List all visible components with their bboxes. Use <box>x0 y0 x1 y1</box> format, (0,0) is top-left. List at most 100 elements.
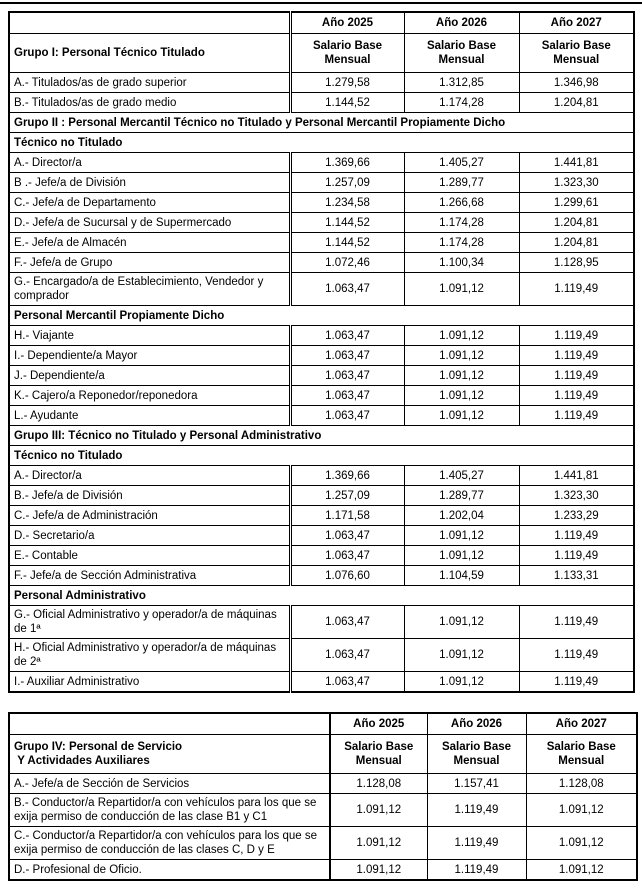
salary-value-cell: 1.063,47 <box>288 525 405 547</box>
table-row: D.- Jefe/a de Sucursal y de Supermercado… <box>8 212 635 234</box>
table-row: F.- Jefe/a de Grupo 1.072,46 1.100,34 1.128… <box>8 252 635 274</box>
salary-value-cell: 1.076,60 <box>288 565 405 587</box>
year-header-cell: Año 2025 <box>288 11 405 34</box>
table-row: B.- Titulados/as de grado medio 1.144,52 1… <box>8 92 635 114</box>
salary-value-cell: 1.204,81 <box>518 212 635 234</box>
row-label-cell: I.- Auxiliar Administrativo <box>8 671 291 693</box>
row-label-cell: C.- Conductor/a Repartidor/a con vehícul… <box>8 826 331 861</box>
year-header-row: Año 2025 Año 2026 Año 2027 <box>8 11 635 34</box>
salary-value-cell: 1.119,49 <box>518 638 635 673</box>
salary-value-cell: 1.257,09 <box>288 172 405 194</box>
salary-value-cell: 1.091,12 <box>403 272 520 307</box>
salary-value-cell: 1.204,81 <box>518 232 635 254</box>
salary-value-cell: 1.234,58 <box>288 192 405 214</box>
salary-value-cell: 1.063,47 <box>288 638 405 673</box>
salary-value-cell: 1.063,47 <box>288 545 405 567</box>
salary-base-header-cell: Salario Base Mensual <box>518 32 635 74</box>
salary-value-cell: 1.312,85 <box>403 72 520 94</box>
table-row: G.- Oficial Administrativo y operador/a … <box>8 605 635 640</box>
row-label-cell: B.- Conductor/a Repartidor/a con vehícul… <box>8 793 331 828</box>
salary-table-grupos-1-3: Año 2025 Año 2026 Año 2027 Grupo I: Persona… <box>8 11 635 694</box>
salary-value-cell: 1.257,09 <box>288 485 405 507</box>
row-label-cell: A.- Jefe/a de Sección de Servicios <box>8 773 331 795</box>
salary-base-header-cell: Salario Base Mensual <box>525 733 638 775</box>
salary-value-cell: 1.104,59 <box>403 565 520 587</box>
table-row: L.- Ayudante 1.063,47 1.091,12 1.119,49 <box>8 405 635 427</box>
table-row: E.- Jefe/a de Almacén 1.144,52 1.174,28 1.2… <box>8 232 635 254</box>
table-row: I.- Auxiliar Administrativo 1.063,47 1.091… <box>8 671 635 693</box>
salary-base-header-cell: Salario Base Mensual <box>426 733 527 775</box>
row-label-cell: L.- Ayudante <box>8 405 291 427</box>
salary-value-cell: 1.119,49 <box>518 545 635 567</box>
salary-value-cell: 1.063,47 <box>288 405 405 427</box>
year-header-cell: Año 2027 <box>525 712 638 735</box>
row-label-cell: C.- Jefe/a de Administración <box>8 505 291 527</box>
salary-value-cell: 1.072,46 <box>288 252 405 274</box>
salary-value-cell: 1.063,47 <box>288 385 405 407</box>
salary-value-cell: 1.063,47 <box>288 345 405 367</box>
year-header-row: Año 2025 Año 2026 Año 2027 <box>8 712 638 735</box>
row-label-cell: B.- Titulados/as de grado medio <box>8 92 291 114</box>
salary-value-cell: 1.369,66 <box>288 152 405 174</box>
salary-value-cell: 1.119,49 <box>518 345 635 367</box>
salary-value-cell: 1.119,49 <box>518 385 635 407</box>
salary-table-grupo-4-body: Año 2025 Año 2026 Año 2027 Grupo IV: Person… <box>8 712 638 881</box>
corner-empty-cell <box>8 11 291 34</box>
year-header-cell: Año 2025 <box>329 712 428 735</box>
table-row: K.- Cajero/a Reponedor/reponedora 1.063,4… <box>8 385 635 407</box>
section-header-cell: Técnico no Titulado <box>8 445 635 467</box>
table-row: E.- Contable 1.063,47 1.091,12 1.119,49 <box>8 545 635 567</box>
year-header-cell: Año 2026 <box>403 11 520 34</box>
salary-value-cell: 1.266,68 <box>403 192 520 214</box>
table-row: C.- Conductor/a Repartidor/a con vehícul… <box>8 826 638 861</box>
salary-value-cell: 1.133,31 <box>518 565 635 587</box>
table-row: H.- Viajante 1.063,47 1.091,12 1.119,49 <box>8 325 635 347</box>
row-label-cell: G.- Encargado/a de Establecimiento, Vend… <box>8 272 291 307</box>
row-label-cell: D.- Jefe/a de Sucursal y de Supermercado <box>8 212 291 234</box>
table-row: A.- Titulados/as de grado superior 1.279,… <box>8 72 635 94</box>
salary-table-grupo-4: Año 2025 Año 2026 Año 2027 Grupo IV: Person… <box>8 712 638 882</box>
table-row: B.- Jefe/a de División 1.257,09 1.289,77 1.… <box>8 485 635 507</box>
salary-value-cell: 1.119,49 <box>518 365 635 387</box>
salary-value-cell: 1.204,81 <box>518 92 635 114</box>
group-label-cell: Grupo IV: Personal de Servicio Y Activid… <box>8 733 331 775</box>
table-row: D.- Secretario/a 1.063,47 1.091,12 1.119,49 <box>8 525 635 547</box>
row-label-cell: F.- Jefe/a de Grupo <box>8 252 291 274</box>
row-label-cell: D.- Profesional de Oficio. <box>8 859 331 881</box>
salary-base-header-cell: Salario Base Mensual <box>288 32 405 74</box>
section-header-row: Grupo III: Técnico no Titulado y Persona… <box>8 425 635 447</box>
salary-value-cell: 1.441,81 <box>518 465 635 487</box>
salary-value-cell: 1.279,58 <box>288 72 405 94</box>
salary-value-cell: 1.119,49 <box>518 605 635 640</box>
row-label-cell: B .- Jefe/a de División <box>8 172 291 194</box>
salary-value-cell: 1.144,52 <box>288 92 405 114</box>
salary-value-cell: 1.289,77 <box>403 485 520 507</box>
salary-value-cell: 1.405,27 <box>403 152 520 174</box>
salary-value-cell: 1.119,49 <box>518 272 635 307</box>
table-row: A.- Jefe/a de Sección de Servicios 1.128,… <box>8 773 638 795</box>
salary-value-cell: 1.144,52 <box>288 232 405 254</box>
salary-value-cell: 1.144,52 <box>288 212 405 234</box>
row-label-cell: E.- Contable <box>8 545 291 567</box>
salary-value-cell: 1.119,49 <box>518 525 635 547</box>
row-label-cell: A.- Director/a <box>8 152 291 174</box>
salary-value-cell: 1.323,30 <box>518 172 635 194</box>
salary-value-cell: 1.233,29 <box>518 505 635 527</box>
salary-value-cell: 1.289,77 <box>403 172 520 194</box>
table-row: H.- Oficial Administrativo y operador/a … <box>8 638 635 673</box>
salary-value-cell: 1.171,58 <box>288 505 405 527</box>
section-header-cell: Técnico no Titulado <box>8 132 635 154</box>
salary-value-cell: 1.091,12 <box>403 525 520 547</box>
row-label-cell: H.- Oficial Administrativo y operador/a … <box>8 638 291 673</box>
salary-value-cell: 1.091,12 <box>329 859 428 881</box>
section-header-row: Personal Administrativo <box>8 585 635 607</box>
row-label-cell: I.- Dependiente/a Mayor <box>8 345 291 367</box>
salary-value-cell: 1.202,04 <box>403 505 520 527</box>
page-top-rule <box>0 2 642 4</box>
year-header-cell: Año 2026 <box>426 712 527 735</box>
row-label-cell: A.- Director/a <box>8 465 291 487</box>
salary-value-cell: 1.346,98 <box>518 72 635 94</box>
salary-value-cell: 1.157,41 <box>426 773 527 795</box>
salary-value-cell: 1.441,81 <box>518 152 635 174</box>
salary-value-cell: 1.063,47 <box>288 272 405 307</box>
